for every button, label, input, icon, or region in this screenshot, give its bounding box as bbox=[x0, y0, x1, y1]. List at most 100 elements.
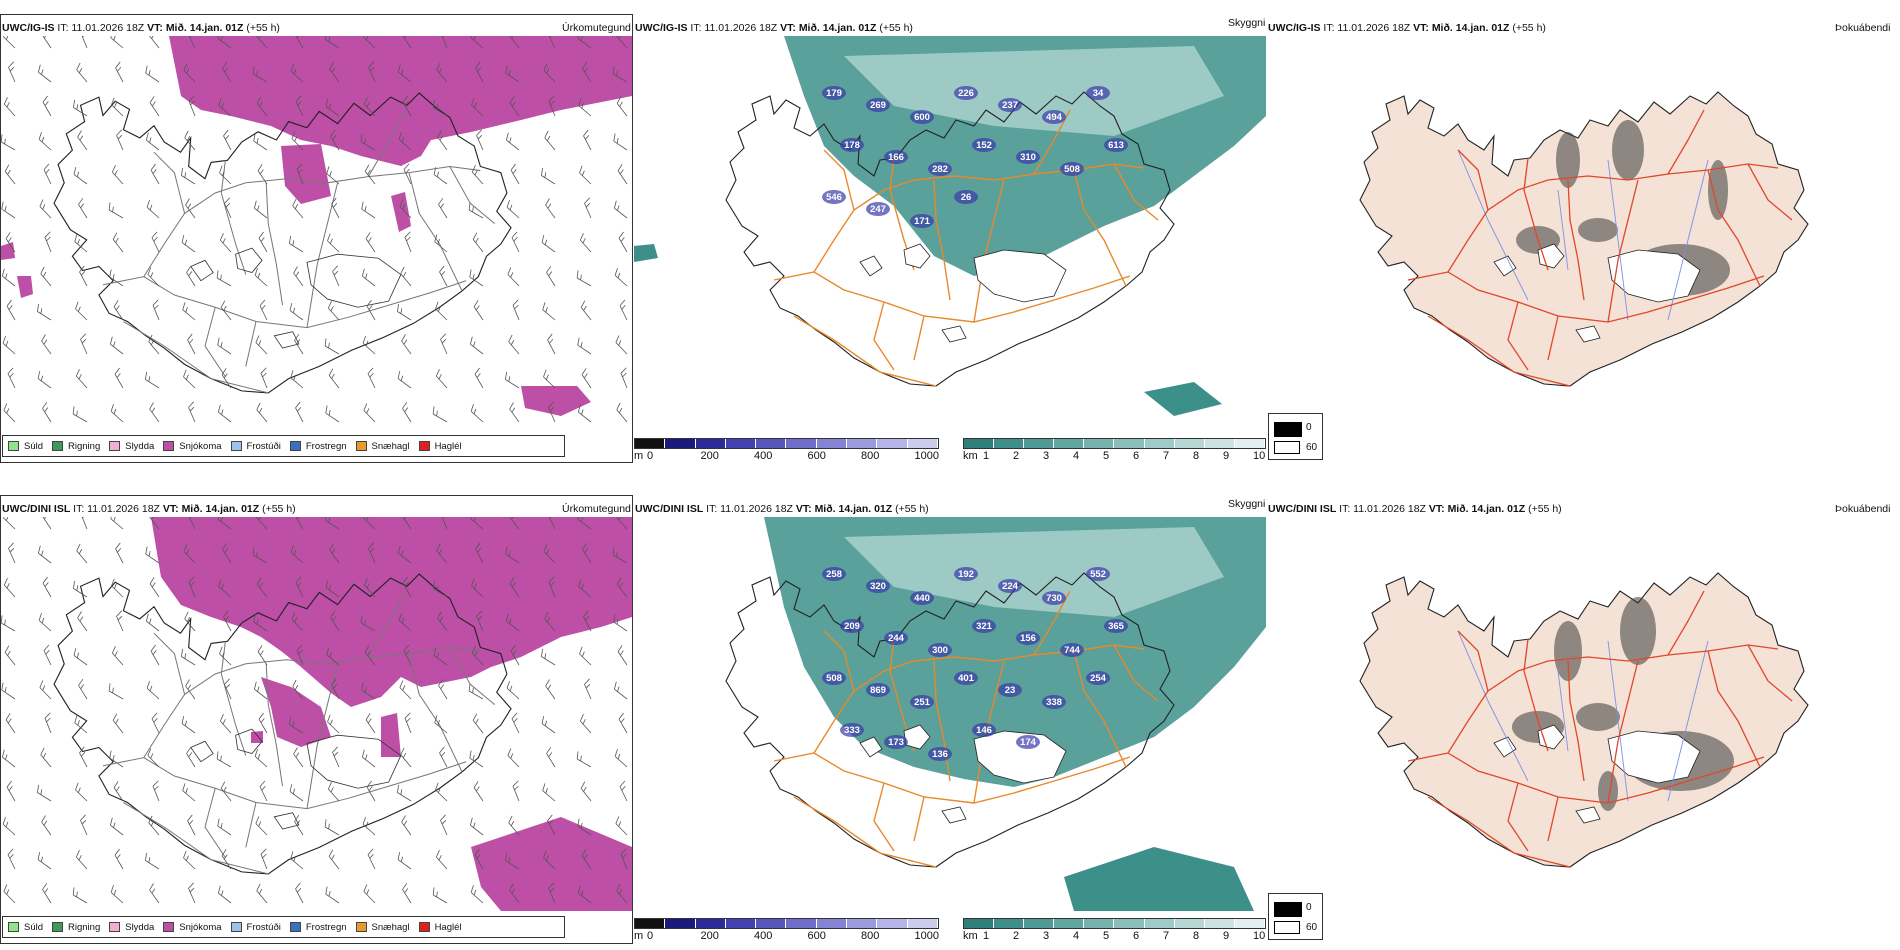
wind-barb-flag bbox=[433, 167, 437, 175]
wind-barb bbox=[7, 367, 16, 389]
legend-swatch bbox=[8, 441, 19, 451]
colorbar-tick: 5 bbox=[1103, 450, 1110, 462]
wind-barb-flag bbox=[438, 855, 442, 861]
wind-barb bbox=[615, 36, 628, 49]
wind-barb-flag bbox=[43, 820, 48, 826]
wind-barb-staff bbox=[435, 308, 448, 321]
wind-barb-staff bbox=[363, 410, 376, 423]
wind-barb bbox=[75, 369, 88, 389]
wind-barb-flag bbox=[400, 789, 403, 795]
wind-barb bbox=[254, 200, 268, 219]
wind-barb bbox=[73, 580, 88, 598]
wind-barb-flag bbox=[547, 203, 552, 209]
wind-barb-flag bbox=[259, 101, 263, 107]
wind-barb bbox=[362, 335, 376, 355]
wind-barb-flag bbox=[578, 98, 582, 106]
wind-barb-staff bbox=[398, 552, 412, 564]
ceiling-cell bbox=[1060, 162, 1084, 176]
wind-barb-staff bbox=[217, 825, 232, 836]
wind-barb bbox=[4, 645, 16, 666]
wind-barb-flag bbox=[257, 645, 263, 652]
wind-barb-staff bbox=[257, 651, 268, 666]
wind-barb bbox=[187, 333, 196, 355]
wind-barb-flag bbox=[294, 203, 299, 209]
wind-barb-flag bbox=[182, 783, 186, 791]
low-visibility-area bbox=[1064, 847, 1254, 911]
wind-barb-flag bbox=[44, 712, 51, 719]
wind-barb bbox=[620, 367, 628, 389]
wind-barb-staff bbox=[294, 517, 304, 530]
wind-barb-flag bbox=[78, 548, 83, 554]
ceiling-cell bbox=[1104, 619, 1128, 633]
wind-barb bbox=[216, 751, 232, 768]
wind-barb-staff bbox=[290, 551, 304, 564]
wind-barb-flag bbox=[472, 713, 478, 721]
wind-barb-flag bbox=[254, 681, 257, 690]
wind-barb-flag bbox=[116, 854, 121, 859]
wind-barb-staff bbox=[148, 341, 160, 355]
legend-label: Slydda bbox=[125, 440, 155, 452]
wind-barb-flag bbox=[438, 374, 442, 380]
road-line bbox=[813, 163, 1145, 273]
fog-blotch bbox=[1578, 218, 1618, 242]
wind-barb bbox=[440, 517, 448, 530]
wind-barb-staff bbox=[325, 520, 340, 530]
wind-barb-staff bbox=[365, 719, 376, 734]
wind-barb bbox=[546, 746, 556, 768]
wind-barb bbox=[582, 542, 592, 564]
wind-barb-flag bbox=[325, 99, 329, 107]
precip-map-frame-2 bbox=[0, 495, 633, 944]
wind-barb-flag bbox=[511, 36, 515, 39]
wind-barb-staff bbox=[473, 787, 484, 802]
wind-barb-staff bbox=[146, 139, 160, 151]
wind-barb-flag bbox=[258, 36, 262, 40]
wind-barb bbox=[328, 849, 340, 870]
wind-barb-flag bbox=[541, 167, 543, 176]
wind-barb-flag bbox=[470, 517, 474, 519]
wind-barb bbox=[257, 645, 268, 666]
wind-barb bbox=[181, 235, 196, 253]
wind-barb bbox=[294, 814, 304, 836]
fog-high-label: 0 bbox=[1306, 422, 1312, 433]
river-line bbox=[1667, 159, 1709, 321]
precip-map-2 bbox=[1, 517, 632, 911]
wind-barb-flag bbox=[189, 406, 195, 412]
wind-barb-staff bbox=[38, 71, 52, 83]
wind-barb-flag bbox=[190, 581, 195, 587]
wind-barb-flag bbox=[42, 271, 47, 277]
wind-barb-flag bbox=[221, 651, 225, 657]
wind-barb-flag bbox=[145, 852, 147, 861]
wind-barb-flag bbox=[292, 240, 295, 246]
wind-barb-flag bbox=[437, 611, 442, 619]
glacier-outline bbox=[1493, 255, 1517, 277]
wind-barb bbox=[72, 406, 88, 423]
wind-barb-staff bbox=[474, 854, 484, 870]
wind-barb-flag bbox=[402, 752, 407, 758]
wind-barb-flag bbox=[295, 752, 300, 758]
wind-barb-flag bbox=[146, 680, 150, 689]
wind-barb bbox=[474, 367, 484, 389]
wind-barb-staff bbox=[1, 208, 16, 219]
wind-barb-flag bbox=[149, 883, 154, 891]
glacier-outline bbox=[306, 734, 402, 789]
wind-barb-staff bbox=[75, 308, 88, 321]
wind-barb bbox=[361, 201, 376, 219]
wind-barb-flag bbox=[110, 517, 114, 519]
wind-barb-flag bbox=[7, 650, 11, 656]
wind-barb bbox=[113, 300, 124, 321]
wind-barb-staff bbox=[188, 101, 196, 117]
wind-barb bbox=[324, 819, 340, 836]
wind-barb-staff bbox=[149, 889, 160, 904]
wind-barb-staff bbox=[475, 548, 484, 564]
wind-barb-flag bbox=[331, 854, 335, 860]
wind-barb-flag bbox=[115, 542, 121, 550]
wind-barb-staff bbox=[148, 517, 160, 530]
lead-time: (+55 h) bbox=[1512, 22, 1546, 34]
colorbar-tick: 2 bbox=[1013, 450, 1020, 462]
legend-item: Frostregn bbox=[289, 922, 347, 933]
wind-barb-flag bbox=[439, 135, 444, 141]
wind-barb-staff bbox=[508, 36, 520, 49]
snow-precip-area bbox=[251, 731, 263, 743]
wind-barb-staff bbox=[576, 277, 592, 287]
wind-barb-staff bbox=[221, 374, 232, 389]
